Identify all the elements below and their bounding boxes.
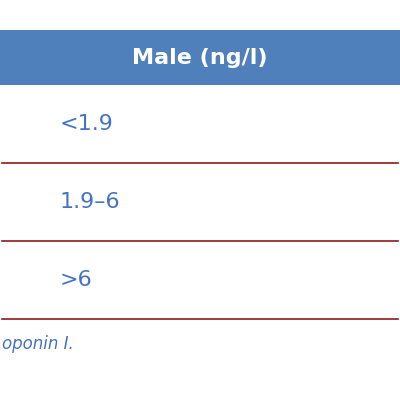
Bar	[0, 163, 400, 241]
Text: oponin I.: oponin I.	[2, 335, 74, 353]
Text: 1.9–6: 1.9–6	[60, 192, 121, 212]
Bar	[0, 319, 400, 369]
Text: <1.9: <1.9	[60, 114, 114, 134]
Bar	[0, 241, 400, 319]
Text: >6: >6	[60, 270, 93, 290]
Bar	[0, 85, 400, 163]
Bar	[0, 30, 400, 85]
Text: Male (ng/l): Male (ng/l)	[132, 48, 268, 68]
